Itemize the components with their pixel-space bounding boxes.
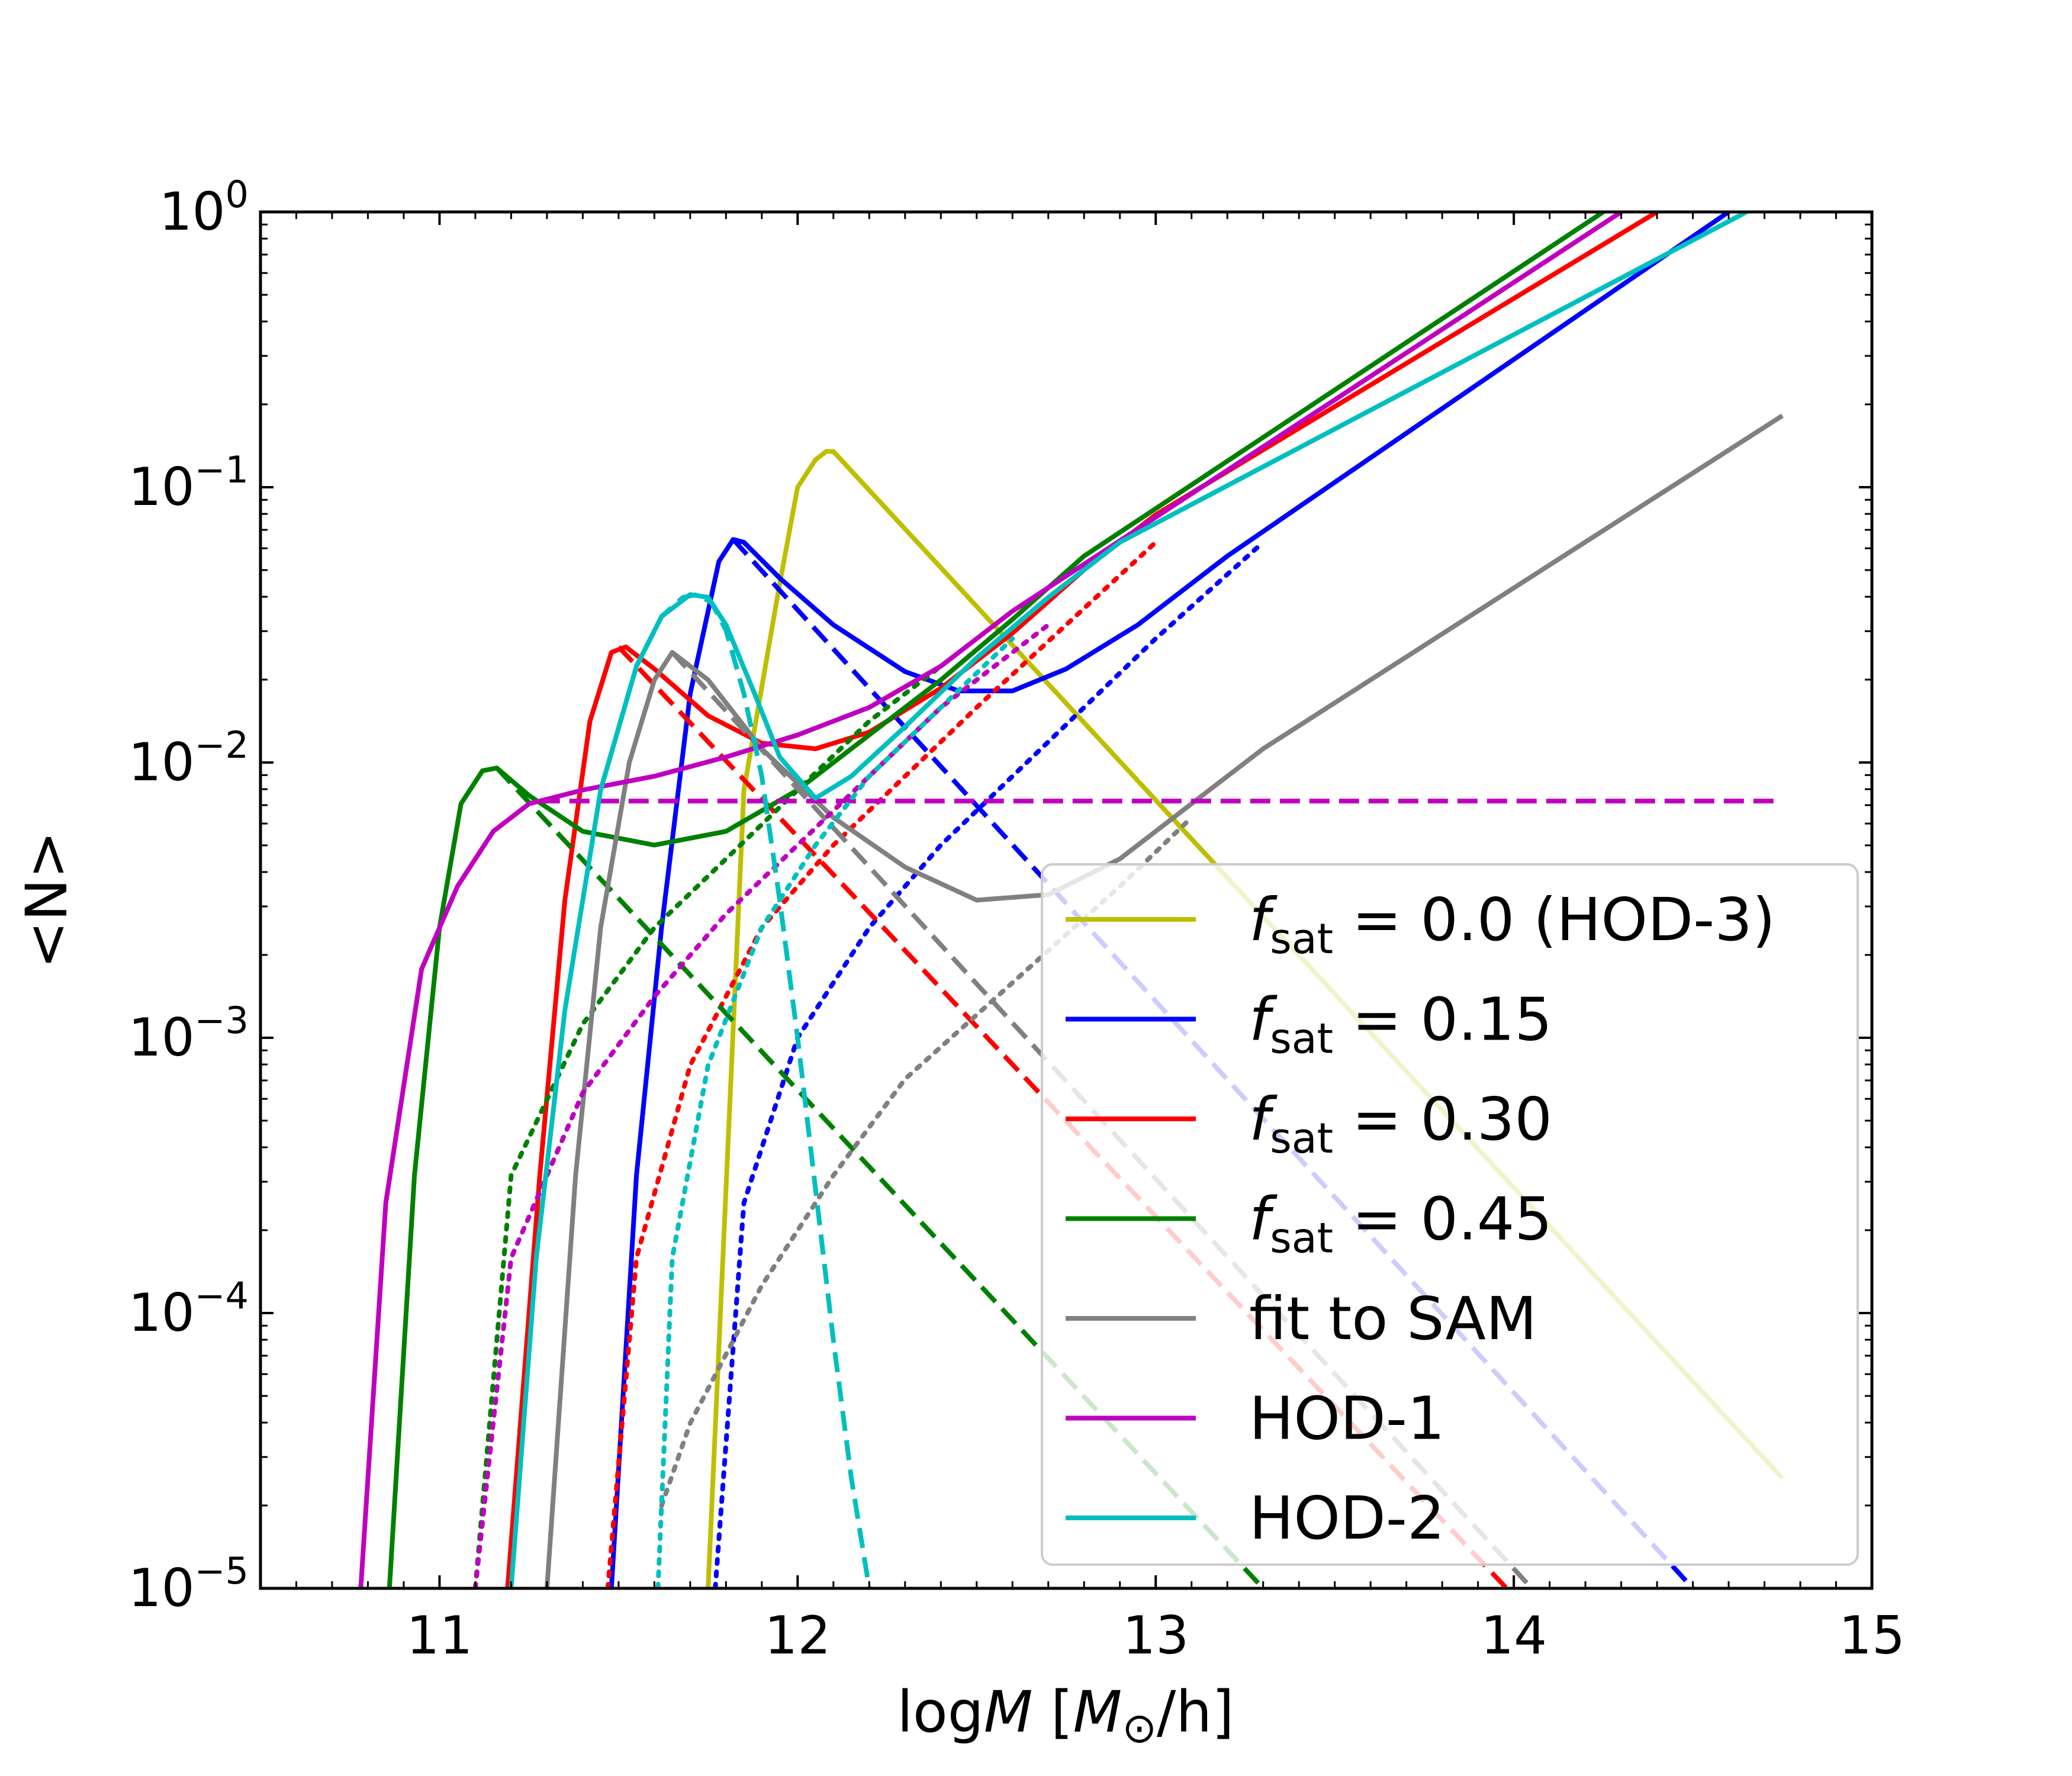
series-line-4: f_sat = 0.30 total: [505, 212, 1659, 1588]
legend-label-hod3: fsat = 0.0 (HOD-3): [1249, 885, 1775, 963]
series-line-16: HOD-2 total: [509, 212, 1748, 1588]
axis-labels: logM [M⊙/h] <N>: [14, 831, 1234, 1752]
legend-label-f015: fsat = 0.15: [1249, 985, 1552, 1063]
y-tick-label: 10−4: [128, 1274, 249, 1343]
series-line-3: f_sat = 0.15 satellite: [713, 540, 1266, 1588]
legend-frame: [1041, 863, 1859, 1566]
legend: fsat = 0.0 (HOD-3) fsat = 0.15 fsat = 0.30…: [1041, 863, 1859, 1566]
series-line-1: f_sat = 0.15 total: [609, 212, 1730, 1588]
plot-frame: [259, 210, 1874, 1590]
x-tick-label: 15: [1839, 1605, 1905, 1666]
legend-label-f045: fsat = 0.45: [1249, 1185, 1552, 1263]
legend-label-hod2: HOD-2: [1249, 1484, 1445, 1553]
y-tick-label: 100: [159, 173, 249, 242]
series-line-0: f_sat = 0.0 (HOD-3) total: [706, 449, 1784, 1588]
x-tick-label: 12: [764, 1605, 831, 1666]
x-tick-label: 11: [406, 1605, 472, 1666]
series-line-6: f_sat = 0.30 satellite: [605, 540, 1159, 1588]
series-line-18: HOD-2 satellite: [655, 636, 1015, 1588]
y-tick-label: 10−1: [128, 448, 249, 517]
y-tick-label: 10−3: [128, 999, 249, 1068]
series-line-7: f_sat = 0.45 total: [387, 212, 1605, 1588]
legend-label-f030: fsat = 0.30: [1249, 1085, 1552, 1163]
legend-label-hod1: HOD-1: [1249, 1384, 1445, 1453]
series-line-13: HOD-1 total: [358, 212, 1623, 1588]
y-tick-label: 10−2: [128, 723, 249, 793]
series-line-17: HOD-2 central: [598, 592, 872, 1588]
x-tick-label: 14: [1481, 1605, 1547, 1666]
series-line-10: fit to SAM total: [544, 413, 1784, 1588]
legend-label-sam: fit to SAM: [1249, 1284, 1537, 1353]
y-axis-label: <N>: [14, 831, 80, 969]
y-tick-label: 10−5: [128, 1549, 249, 1619]
x-tick-label: 13: [1122, 1605, 1189, 1666]
x-axis-label: logM [M⊙/h]: [897, 1679, 1234, 1752]
series-line-9: f_sat = 0.45 satellite: [472, 664, 944, 1588]
